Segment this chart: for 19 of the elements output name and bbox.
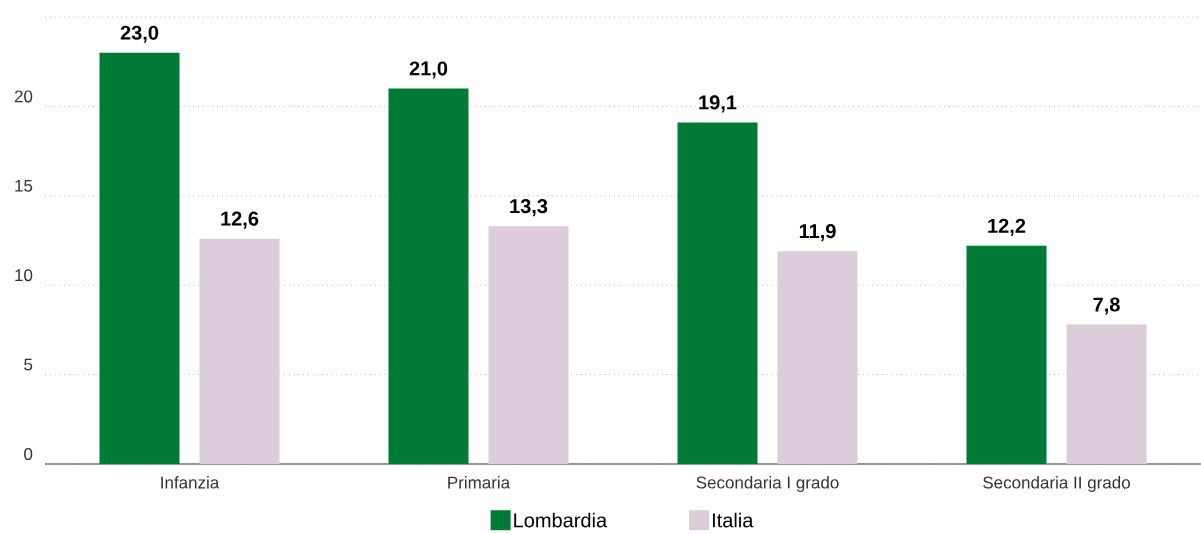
legend-label: Italia bbox=[712, 512, 754, 528]
y-tick-label: 15 bbox=[15, 179, 33, 192]
x-tick-label: Infanzia bbox=[161, 476, 220, 489]
data-label: 23,0 bbox=[120, 25, 159, 43]
data-label: 19,1 bbox=[699, 95, 737, 113]
y-tick-label: 10 bbox=[15, 269, 33, 282]
data-label: 21,0 bbox=[409, 61, 448, 79]
y-tick-label: 5 bbox=[24, 358, 33, 371]
y-tick-label: 20 bbox=[14, 90, 33, 103]
data-label: 12,6 bbox=[221, 211, 259, 229]
y-tick-label: 0 bbox=[24, 447, 33, 461]
data-label: 7,8 bbox=[1093, 297, 1120, 315]
x-tick-label: Primaria bbox=[448, 476, 511, 489]
data-label: 11,9 bbox=[799, 224, 836, 242]
legend-label: Lombardia bbox=[514, 512, 608, 528]
data-label: 13,3 bbox=[510, 199, 548, 217]
data-label: 12,2 bbox=[988, 218, 1026, 236]
x-tick-label: Secondaria II grado bbox=[983, 476, 1130, 492]
x-tick-label: Secondaria I grado bbox=[696, 476, 839, 492]
